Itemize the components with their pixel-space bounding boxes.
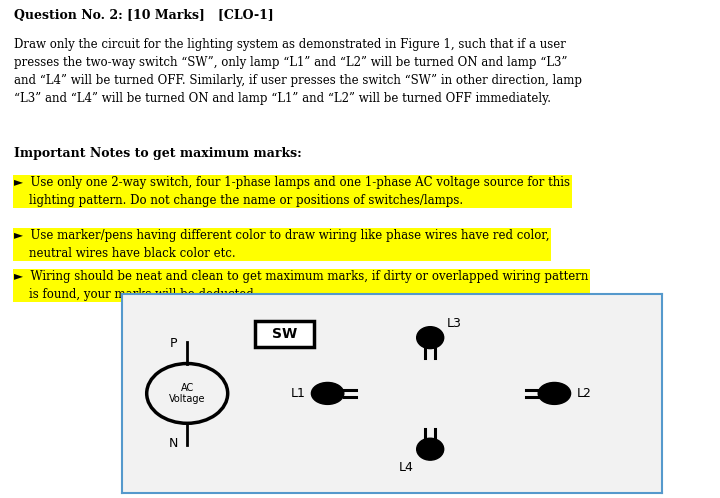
Text: Important Notes to get maximum marks:: Important Notes to get maximum marks: xyxy=(14,147,302,160)
Text: Draw only the circuit for the lighting system as demonstrated in Figure 1, such : Draw only the circuit for the lighting s… xyxy=(14,38,582,105)
Text: N: N xyxy=(169,437,179,450)
Text: Question No. 2: [10 Marks]   [CLO-1]: Question No. 2: [10 Marks] [CLO-1] xyxy=(14,9,274,22)
Ellipse shape xyxy=(312,382,344,404)
Text: L1: L1 xyxy=(290,387,305,400)
Text: P: P xyxy=(170,337,177,350)
Ellipse shape xyxy=(417,438,444,460)
Text: AC
Voltage: AC Voltage xyxy=(169,382,205,404)
FancyBboxPatch shape xyxy=(255,321,314,347)
Text: L2: L2 xyxy=(577,387,592,400)
Ellipse shape xyxy=(538,382,571,404)
Text: ►  Wiring should be neat and clean to get maximum marks, if dirty or overlapped : ► Wiring should be neat and clean to get… xyxy=(14,270,589,301)
Text: ►  Use only one 2-way switch, four 1-phase lamps and one 1-phase AC voltage sour: ► Use only one 2-way switch, four 1-phas… xyxy=(14,176,570,207)
Text: ►  Use marker/pens having different color to draw wiring like phase wires have r: ► Use marker/pens having different color… xyxy=(14,229,550,260)
Text: L3: L3 xyxy=(447,317,462,330)
Text: L4: L4 xyxy=(398,461,413,474)
Ellipse shape xyxy=(417,327,444,349)
Text: SW: SW xyxy=(271,327,297,341)
